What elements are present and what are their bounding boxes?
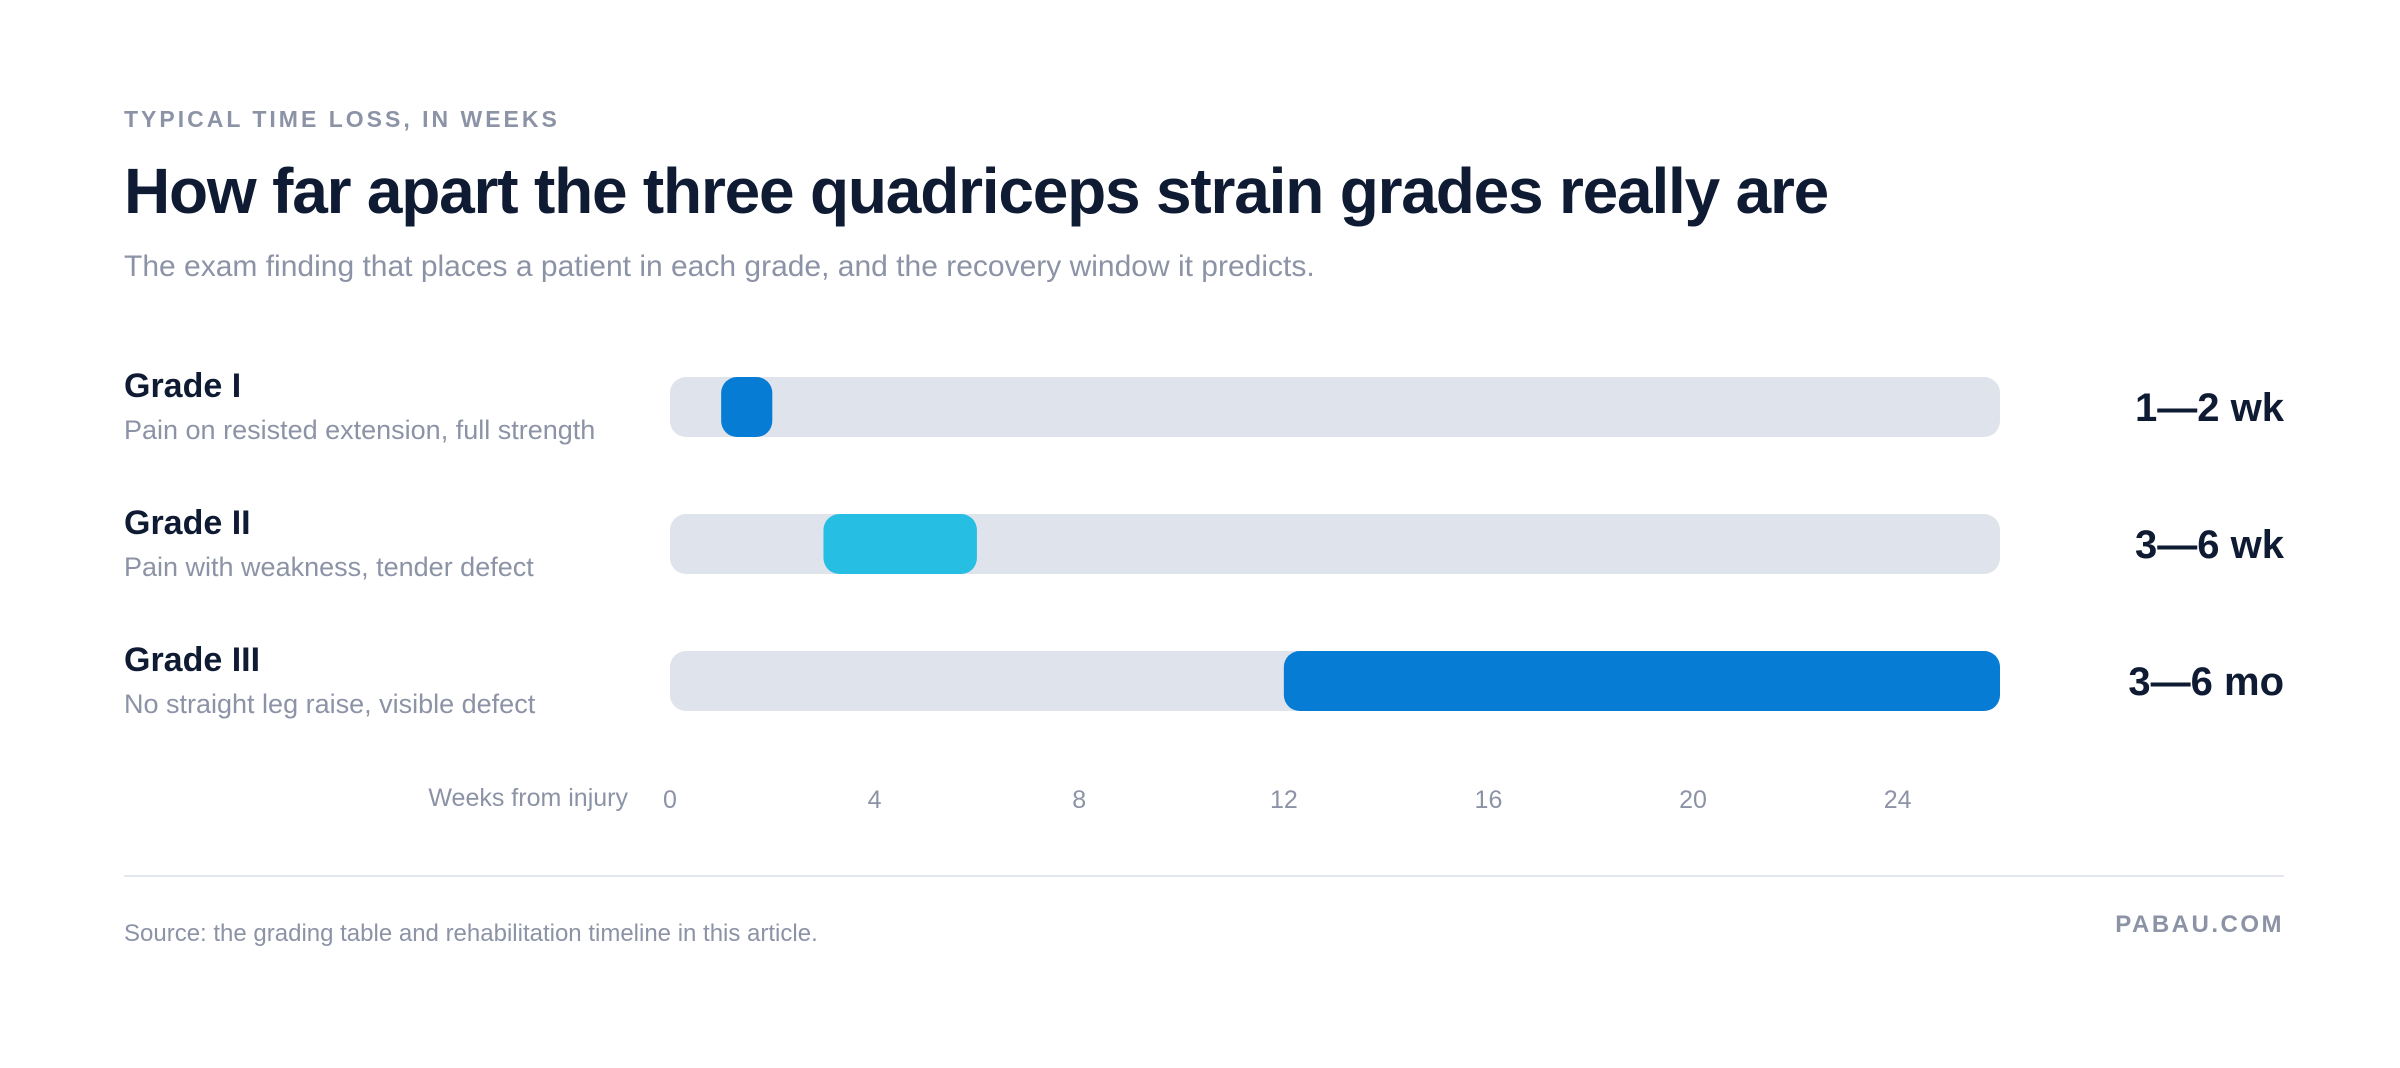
footer-divider xyxy=(124,875,2284,877)
row-description: Pain with weakness, tender defect xyxy=(124,552,534,582)
row-description: No straight leg raise, visible defect xyxy=(124,689,536,719)
chart-title: How far apart the three quadriceps strai… xyxy=(124,155,1829,227)
x-tick-label: 8 xyxy=(1072,786,1086,814)
bar-track xyxy=(670,514,2000,574)
source-note: Source: the grading table and rehabilita… xyxy=(124,920,818,947)
range-chart: 0 4 8 12 16 20 24 xyxy=(663,377,2000,814)
range-bar-2 xyxy=(823,514,977,574)
row-label-grade-3: Grade III No straight leg raise, visible… xyxy=(124,640,644,720)
brand-logo-text: PABAU.COM xyxy=(2115,911,2284,938)
row-description: Pain on resisted extension, full strengt… xyxy=(124,415,596,445)
range-label-grade-1: 1—2 wk xyxy=(2135,386,2284,430)
range-label-grade-3: 3—6 mo xyxy=(2128,660,2284,704)
x-tick-label: 20 xyxy=(1679,786,1707,814)
x-tick-label: 12 xyxy=(1270,786,1298,814)
row-label-grade-2: Grade II Pain with weakness, tender defe… xyxy=(124,503,644,583)
row-name: Grade III xyxy=(124,641,261,679)
eyebrow-label: TYPICAL TIME LOSS, IN WEEKS xyxy=(124,106,560,132)
chart-card: TYPICAL TIME LOSS, IN WEEKS How far apar… xyxy=(124,0,2284,1068)
x-tick-label: 0 xyxy=(663,786,677,814)
x-tick-label: 4 xyxy=(868,786,882,814)
x-tick-label: 16 xyxy=(1475,786,1503,814)
chart-subtitle: The exam finding that places a patient i… xyxy=(124,250,1315,283)
bar-track xyxy=(670,377,2000,437)
row-name: Grade II xyxy=(124,504,251,542)
range-bar-3 xyxy=(1283,651,2000,711)
range-label-grade-2: 3—6 wk xyxy=(2135,523,2284,567)
x-axis-title: Weeks from injury xyxy=(428,784,628,812)
row-name: Grade I xyxy=(124,367,242,405)
x-tick-label: 24 xyxy=(1884,786,1912,814)
range-bar-1 xyxy=(721,377,773,437)
row-label-grade-1: Grade I Pain on resisted extension, full… xyxy=(124,366,644,446)
